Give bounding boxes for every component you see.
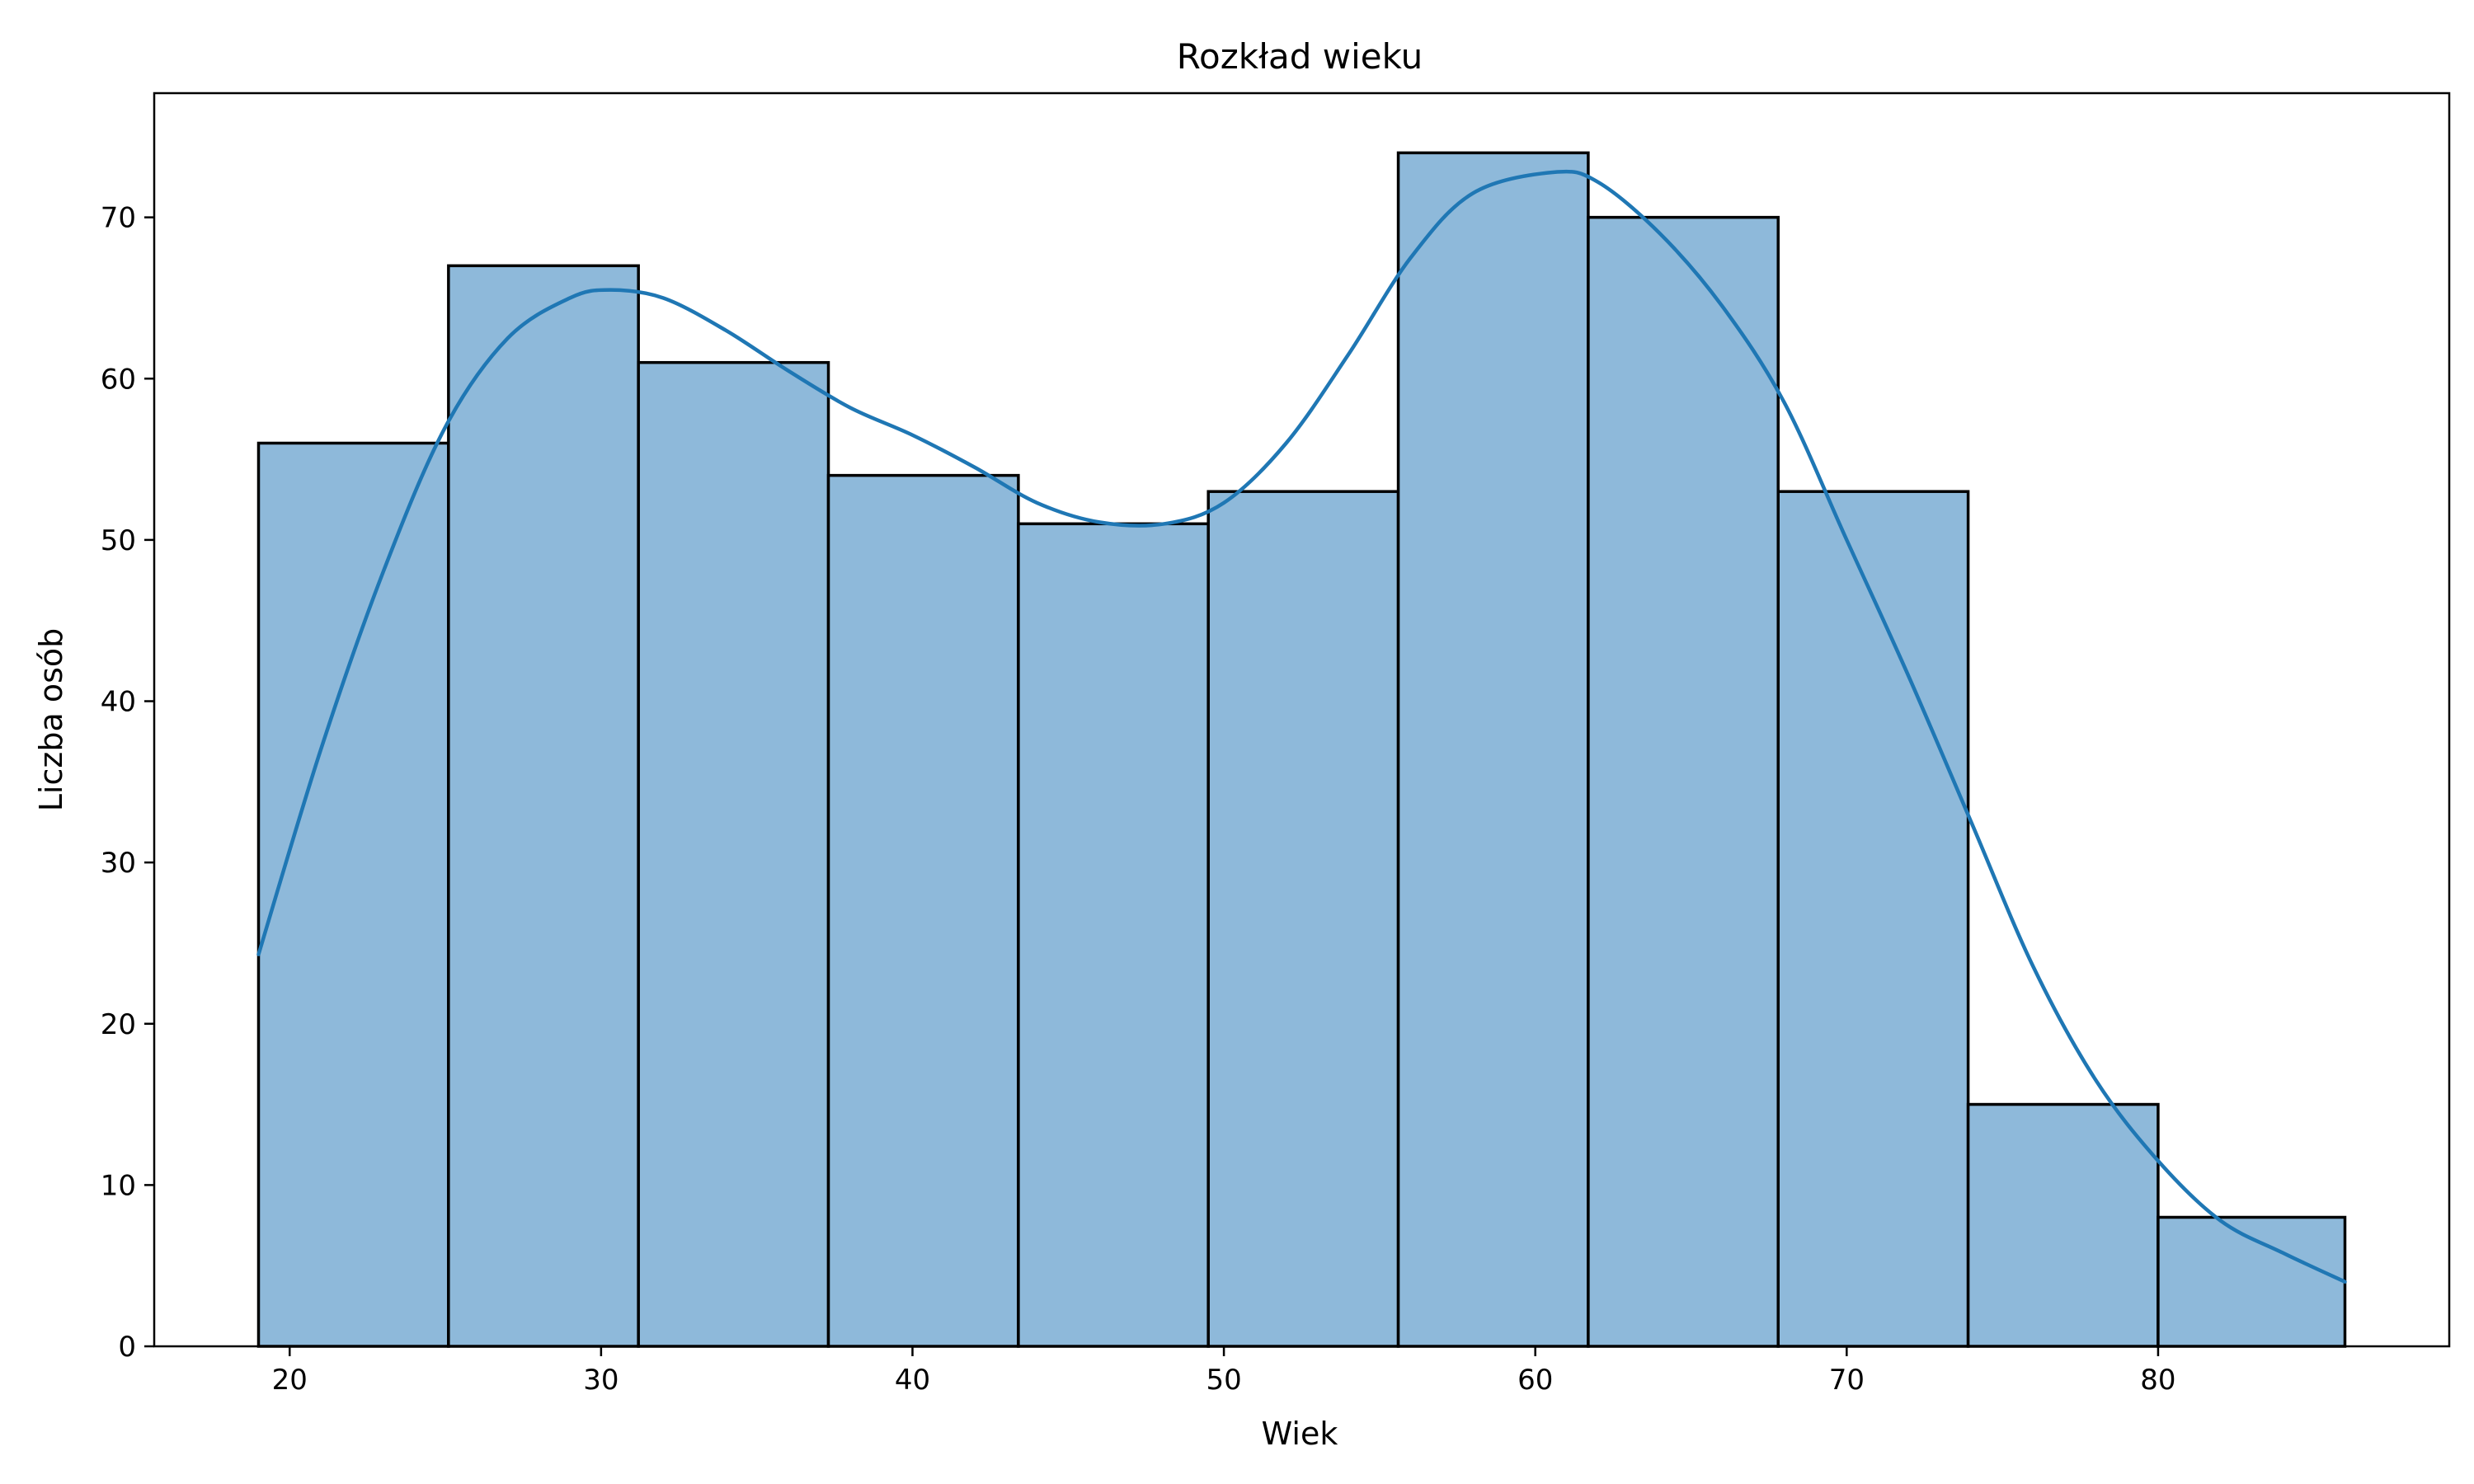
- y-tick-label: 70: [101, 202, 136, 235]
- x-axis-ticks: 20 30 40 50 60 70 80: [272, 1346, 2176, 1397]
- y-tick-label: 30: [101, 847, 136, 880]
- x-tick-label: 20: [272, 1364, 308, 1397]
- x-tick-label: 60: [1517, 1364, 1553, 1397]
- histogram-bar: [826, 473, 1020, 1348]
- x-tick-label: 40: [895, 1364, 930, 1397]
- kde-curve: [256, 169, 2347, 1284]
- histogram-bar: [1396, 151, 1590, 1348]
- x-tick-label: 30: [583, 1364, 618, 1397]
- y-tick-label: 40: [101, 686, 136, 719]
- histogram-bar: [1776, 490, 1970, 1348]
- y-axis-ticks: 0 10 20 30 40 50 60 70: [101, 202, 154, 1364]
- y-tick-label: 20: [101, 1008, 136, 1041]
- histogram-bar: [1966, 1102, 2160, 1348]
- y-tick-label: 50: [101, 524, 136, 557]
- histogram-bar: [447, 264, 640, 1348]
- x-tick-label: 80: [2140, 1364, 2175, 1397]
- x-axis-label: Wiek: [1262, 1416, 1338, 1452]
- y-axis-label: Liczba osób: [33, 628, 69, 811]
- histogram-bar: [1017, 522, 1210, 1348]
- histogram-bar: [256, 441, 450, 1348]
- y-tick-label: 10: [101, 1169, 136, 1202]
- histogram-bar: [637, 360, 830, 1348]
- x-tick-label: 50: [1206, 1364, 1241, 1397]
- x-tick-label: 70: [1829, 1364, 1865, 1397]
- histogram-bar: [1587, 215, 1780, 1348]
- chart-title: Rozkład wieku: [1177, 36, 1423, 77]
- y-tick-label: 60: [101, 363, 136, 396]
- y-tick-label: 0: [118, 1331, 136, 1364]
- histogram-bar: [1206, 490, 1400, 1348]
- plot-frame: [153, 92, 2451, 1348]
- bars-layer: [256, 151, 2347, 1348]
